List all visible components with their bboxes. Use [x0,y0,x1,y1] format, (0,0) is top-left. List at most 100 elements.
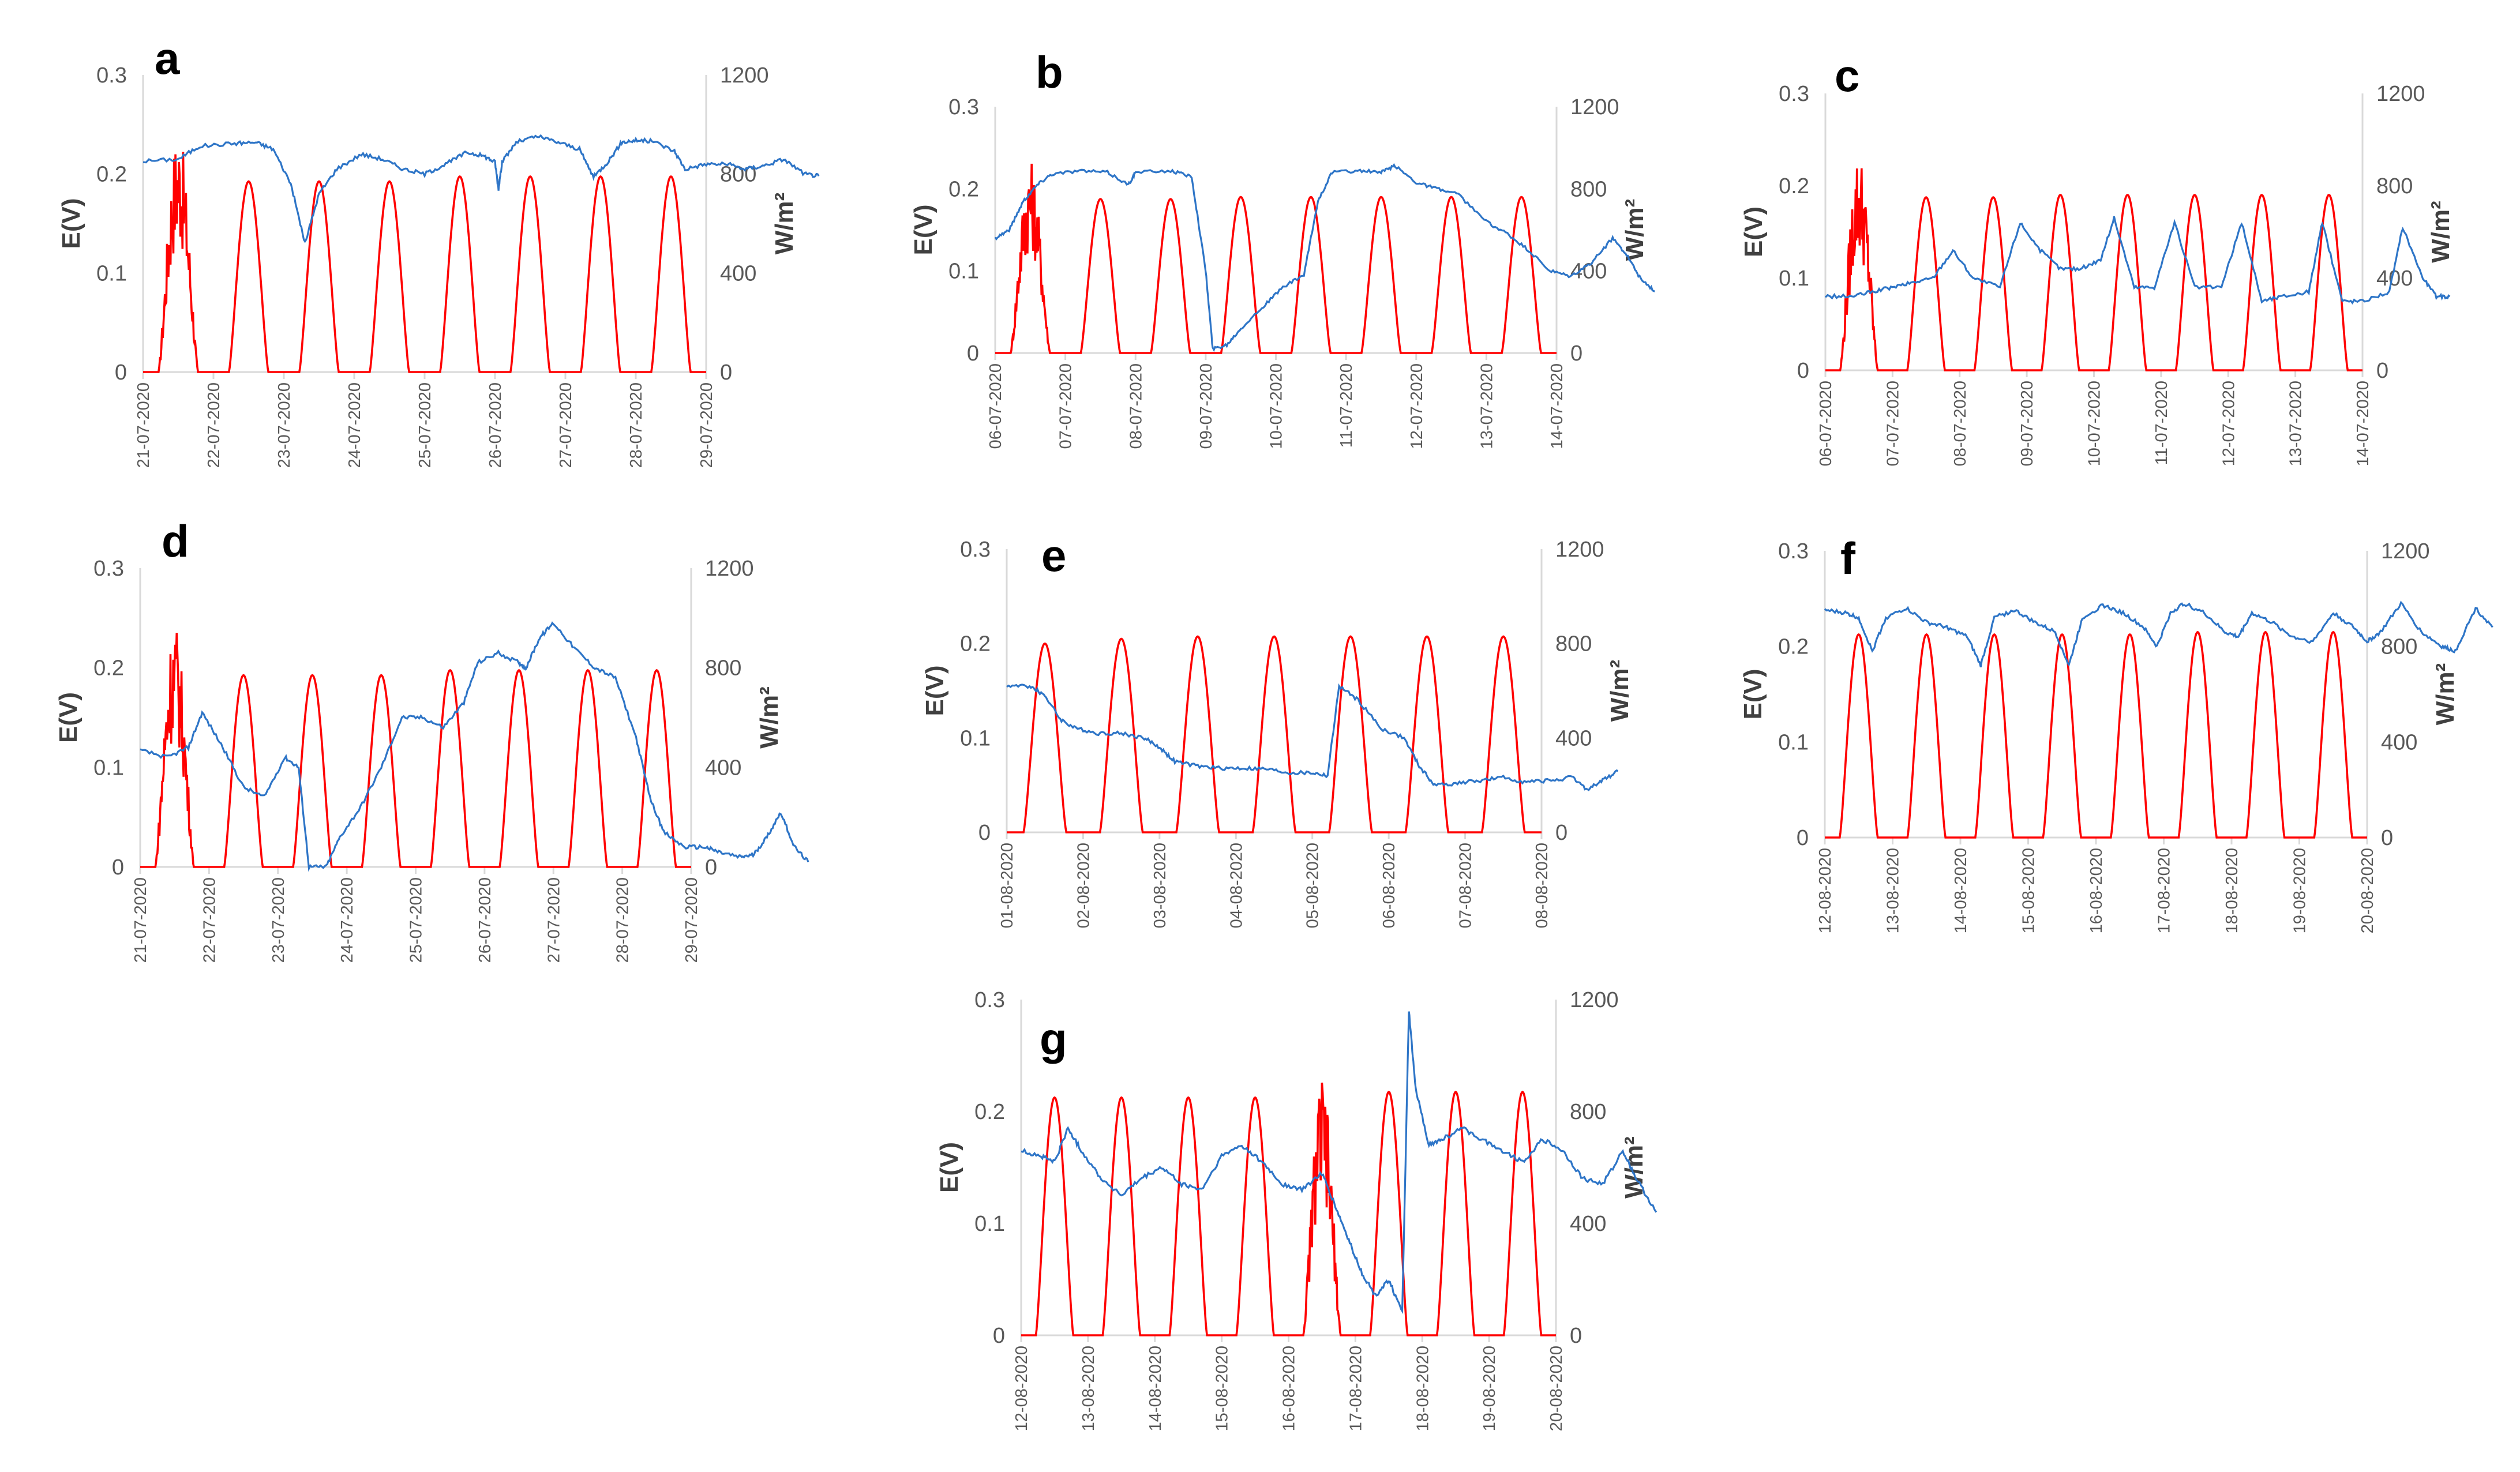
x-tick-label: 21-07-2020 [134,382,153,468]
left-tick-label: 0.1 [974,1212,1005,1236]
left-tick-label: 0 [967,341,979,366]
x-tick-label: 17-08-2020 [2155,848,2174,933]
right-tick-label: 400 [1570,260,1607,284]
right-tick-label: 400 [1570,1212,1606,1236]
x-tick-label: 14-07-2020 [1548,363,1566,449]
right-tick-label: 0 [1570,341,1582,366]
x-tick-label: 16-08-2020 [1280,1346,1299,1431]
panel-label-f: f [1840,533,1856,584]
right-tick-label: 0 [720,361,732,385]
right-tick-label: 0 [705,855,717,880]
irradiance-series-line [140,633,691,868]
x-tick-label: 13-07-2020 [1477,363,1496,449]
left-tick-label: 0.1 [948,260,979,284]
x-tick-label: 28-07-2020 [614,877,632,963]
right-tick-label: 400 [720,261,756,286]
panel-label-g: g [1040,1013,1067,1064]
left-tick-label: 0.3 [96,63,127,88]
left-tick-label: 0 [115,361,127,385]
x-tick-label: 23-07-2020 [269,877,288,963]
axes-g [1020,1000,1557,1336]
left-tick-label: 0.2 [93,656,124,681]
chart-panel-e: e 0 0.1 0.2 0.3 0 400 800 1200 E(V) W/m² 01-08-2020… [921,530,1634,928]
x-tick-label: 13-08-2020 [1079,1346,1098,1431]
x-tick-label: 22-07-2020 [200,877,219,963]
x-tick-label: 08-07-2020 [1951,381,1970,466]
left-axis-title: E(V) [921,666,949,716]
x-tick-label: 16-08-2020 [2087,848,2106,933]
x-tick-label: 01-08-2020 [998,843,1017,928]
panel-label-e: e [1041,530,1066,581]
x-tick-label: 09-07-2020 [1197,363,1216,449]
x-tick-label: 18-08-2020 [2223,848,2241,933]
left-tick-label: 0 [1797,826,1809,850]
left-tick-label: 0 [112,855,124,880]
x-tick-label: 14-07-2020 [2354,381,2372,466]
irradiance-series-line [995,163,1557,354]
x-tick-label: 03-08-2020 [1151,843,1169,928]
x-tick-label: 08-07-2020 [1127,363,1145,449]
irradiance-series-line [1021,1082,1556,1336]
x-tick-label: 08-08-2020 [1533,843,1551,928]
left-tick-label: 0.1 [1779,266,1809,291]
panel-label-c: c [1835,50,1859,101]
left-tick-label: 0.3 [1779,82,1809,106]
right-axis-title: W/m² [1606,660,1634,722]
x-tick-label: 06-07-2020 [987,363,1005,449]
voltage-series-line [994,163,1655,352]
x-tick-label: 07-07-2020 [1057,363,1075,449]
irradiance-series-line [1825,630,2367,839]
right-axis-title: W/m² [1621,199,1649,261]
x-tick-label: 18-08-2020 [1413,1346,1432,1431]
right-axis-title: W/m² [770,193,798,255]
x-tick-label: 23-07-2020 [275,382,294,468]
left-tick-label: 0 [1797,359,1809,383]
right-axis-title: W/m² [755,686,783,749]
left-tick-label: 0.2 [1779,174,1809,198]
x-tick-label: 29-07-2020 [697,382,716,468]
axes-a [142,75,707,373]
x-tick-label: 06-08-2020 [1380,843,1398,928]
chart-panel-f: f 0 0.1 0.2 0.3 0 400 800 1200 E(V) W/m² 12-08-2020… [1739,533,2493,933]
left-axis-title: E(V) [909,205,937,256]
right-tick-label: 1200 [1555,538,1604,562]
x-tick-label: 04-08-2020 [1227,843,1246,928]
right-tick-label: 400 [705,756,741,780]
right-tick-label: 1200 [2376,82,2425,106]
x-tick-label: 27-07-2020 [557,382,575,468]
x-tick-label: 12-08-2020 [1816,848,1835,933]
x-tick-label: 05-08-2020 [1304,843,1322,928]
left-axis-title: E(V) [1739,206,1768,257]
right-axis-title: W/m² [2431,663,2459,726]
x-tick-label: 11-07-2020 [2152,381,2171,465]
x-tick-label: 06-07-2020 [1817,381,1835,466]
x-tick-label: 24-07-2020 [346,382,364,468]
left-tick-label: 0.2 [960,632,991,656]
x-tick-label: 25-07-2020 [407,877,426,963]
right-tick-label: 400 [2381,730,2417,754]
right-tick-label: 1200 [720,63,769,88]
axes-e [1006,549,1543,833]
left-tick-label: 0.2 [1778,635,1809,659]
right-axis-title: W/m² [2427,201,2455,263]
right-tick-label: 800 [1570,1100,1606,1124]
panel-label-d: d [162,516,189,566]
x-tick-label: 21-07-2020 [132,877,150,963]
x-tick-label: 09-07-2020 [2018,381,2037,466]
voltage-series-line [142,134,820,243]
irradiance-series-line [1825,168,2362,371]
x-tick-label: 07-08-2020 [1457,843,1475,928]
x-tick-label: 13-07-2020 [2287,381,2305,466]
left-axis-title: E(V) [1739,669,1767,720]
left-tick-label: 0.3 [948,95,979,119]
right-tick-label: 1200 [705,557,754,581]
x-tick-label: 22-07-2020 [205,382,223,468]
right-tick-label: 0 [1570,1324,1582,1348]
left-axis-title: E(V) [57,198,85,249]
irradiance-series-line [143,152,706,373]
x-tick-label: 12-07-2020 [1408,363,1426,449]
x-tick-label: 28-07-2020 [627,382,646,468]
